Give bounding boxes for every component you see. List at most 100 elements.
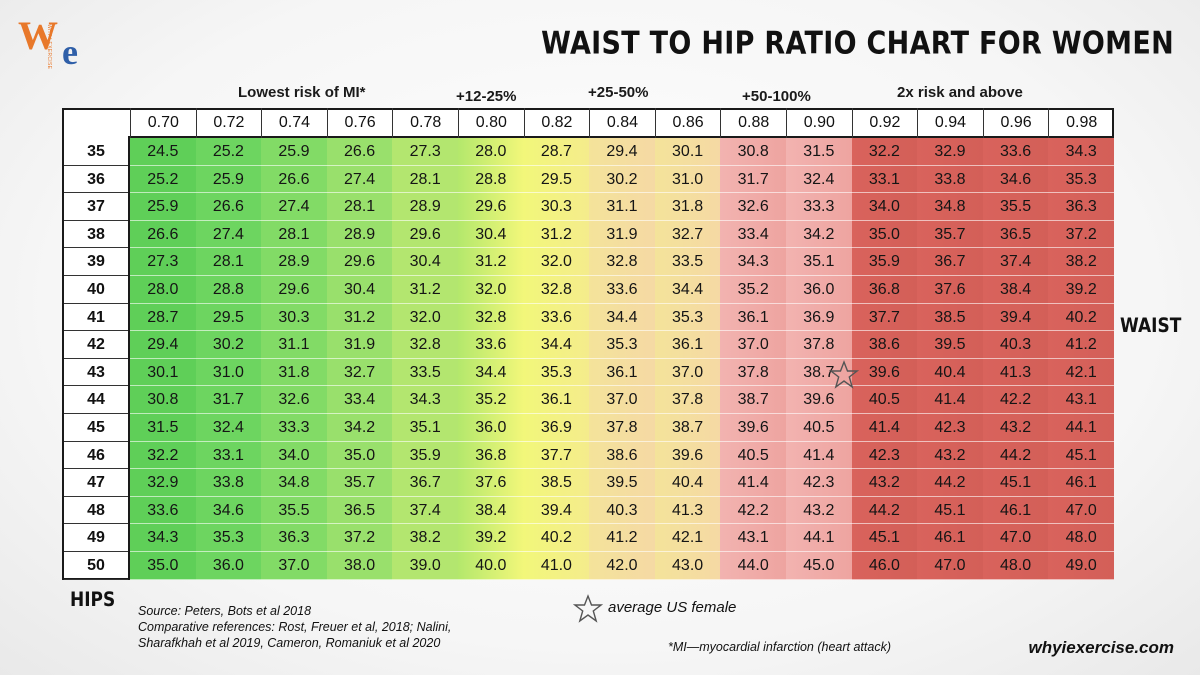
waist-value-cell: 35.0 [326, 442, 393, 470]
waist-value-cell: 38.5 [917, 304, 983, 332]
waist-value-cell: 36.8 [851, 276, 918, 304]
waist-value-cell: 36.1 [654, 331, 721, 359]
ratio-header-cell: 0.96 [982, 108, 1049, 138]
logo-letter-w: W [18, 13, 58, 58]
waist-value-cell: 32.6 [261, 386, 327, 414]
waist-value-cell: 48.0 [982, 552, 1049, 580]
waist-value-cell: 41.4 [851, 414, 918, 442]
waist-value-cell: 31.9 [326, 331, 393, 359]
waist-value-cell: 38.7 [654, 414, 721, 442]
whyiexercise-logo: W WHY I EXERCISE e [14, 12, 104, 76]
waist-axis-label: WAIST [1120, 314, 1182, 338]
waist-value-cell: 35.5 [982, 193, 1049, 221]
waist-value-cell: 44.2 [982, 442, 1049, 470]
waist-value-cell: 30.2 [589, 166, 655, 194]
risk-band-column [720, 138, 786, 580]
waist-value-cell: 33.5 [392, 359, 458, 387]
waist-value-cell: 37.0 [261, 552, 327, 580]
waist-value-cell: 32.0 [523, 248, 590, 276]
risk-band-column [654, 138, 721, 580]
risk-band-column [589, 138, 655, 580]
waist-value-cell: 31.7 [720, 166, 786, 194]
waist-value-cell: 31.2 [326, 304, 393, 332]
hips-row-label: 41 [64, 304, 128, 332]
waist-value-cell: 28.9 [326, 221, 393, 249]
waist-value-cell: 41.2 [1048, 331, 1114, 359]
footnote: *MI—myocardial infarction (heart attack) [668, 640, 891, 654]
waist-value-cell: 41.4 [720, 469, 786, 497]
waist-value-cell: 38.6 [589, 442, 655, 470]
waist-value-cell: 34.0 [261, 442, 327, 470]
waist-value-cell: 32.8 [392, 331, 458, 359]
waist-value-cell: 47.0 [1048, 497, 1114, 525]
waist-value-cell: 38.2 [392, 524, 458, 552]
waist-value-cell: 25.9 [130, 193, 196, 221]
waist-value-cell: 29.5 [523, 166, 590, 194]
waist-value-cell: 28.1 [261, 221, 327, 249]
waist-value-cell: 26.6 [261, 166, 327, 194]
waist-value-cell: 45.1 [982, 469, 1049, 497]
waist-value-cell: 35.3 [589, 331, 655, 359]
waist-value-cell: 36.9 [523, 414, 590, 442]
legend-star-icon [573, 594, 603, 623]
waist-value-cell: 33.3 [786, 193, 852, 221]
waist-value-cell: 33.6 [589, 276, 655, 304]
waist-value-cell: 37.0 [720, 331, 786, 359]
waist-value-cell: 37.8 [720, 359, 786, 387]
waist-value-cell: 32.2 [851, 138, 918, 166]
risk-band-column [917, 138, 983, 580]
waist-value-cell: 31.0 [654, 166, 721, 194]
risk-band-column [1048, 138, 1114, 580]
waist-value-cell: 25.2 [130, 166, 196, 194]
waist-value-cell: 39.6 [654, 442, 721, 470]
waist-value-cell: 34.3 [130, 524, 196, 552]
waist-value-cell: 33.1 [195, 442, 262, 470]
ratio-header-cell: 0.90 [786, 108, 852, 138]
ratio-header-cell: 0.88 [720, 108, 786, 138]
risk-band-column [392, 138, 458, 580]
waist-value-cell: 27.4 [326, 166, 393, 194]
waist-value-cell: 28.7 [130, 304, 196, 332]
waist-value-cell: 39.6 [720, 414, 786, 442]
waist-value-cell: 34.8 [917, 193, 983, 221]
waist-value-cell: 28.1 [392, 166, 458, 194]
waist-value-cell: 28.7 [523, 138, 590, 166]
waist-value-cell: 26.6 [195, 193, 262, 221]
waist-value-cell: 45.1 [917, 497, 983, 525]
hips-row-label: 39 [64, 248, 128, 276]
ratio-header-cell: 0.78 [392, 108, 458, 138]
waist-value-cell: 39.5 [589, 469, 655, 497]
waist-value-cell: 40.2 [523, 524, 590, 552]
waist-value-cell: 35.9 [851, 248, 918, 276]
waist-value-cell: 36.7 [917, 248, 983, 276]
waist-value-cell: 32.6 [720, 193, 786, 221]
waist-value-cell: 29.4 [589, 138, 655, 166]
hips-row-label: 49 [64, 524, 128, 552]
waist-value-cell: 34.6 [982, 166, 1049, 194]
waist-value-cell: 32.0 [458, 276, 524, 304]
waist-value-cell: 37.2 [1048, 221, 1114, 249]
waist-value-cell: 39.5 [917, 331, 983, 359]
risk-band-column [195, 138, 262, 580]
waist-value-cell: 42.3 [917, 414, 983, 442]
waist-value-cell: 36.1 [523, 386, 590, 414]
waist-value-cell: 45.0 [786, 552, 852, 580]
waist-value-cell: 40.3 [589, 497, 655, 525]
ratio-header-cell: 0.80 [458, 108, 524, 138]
waist-value-cell: 39.2 [458, 524, 524, 552]
waist-value-cell: 34.2 [786, 221, 852, 249]
waist-value-cell: 35.7 [917, 221, 983, 249]
waist-value-cell: 27.4 [195, 221, 262, 249]
ratio-header-cell: 0.84 [589, 108, 655, 138]
waist-value-cell: 47.0 [982, 524, 1049, 552]
waist-value-cell: 35.0 [130, 552, 196, 580]
waist-value-cell: 31.5 [130, 414, 196, 442]
waist-value-cell: 36.1 [589, 359, 655, 387]
waist-value-cell: 34.3 [1048, 138, 1114, 166]
waist-value-cell: 28.1 [195, 248, 262, 276]
waist-value-cell: 37.6 [458, 469, 524, 497]
waist-value-cell: 42.3 [851, 442, 918, 470]
waist-value-cell: 34.4 [458, 359, 524, 387]
waist-value-cell: 35.3 [523, 359, 590, 387]
